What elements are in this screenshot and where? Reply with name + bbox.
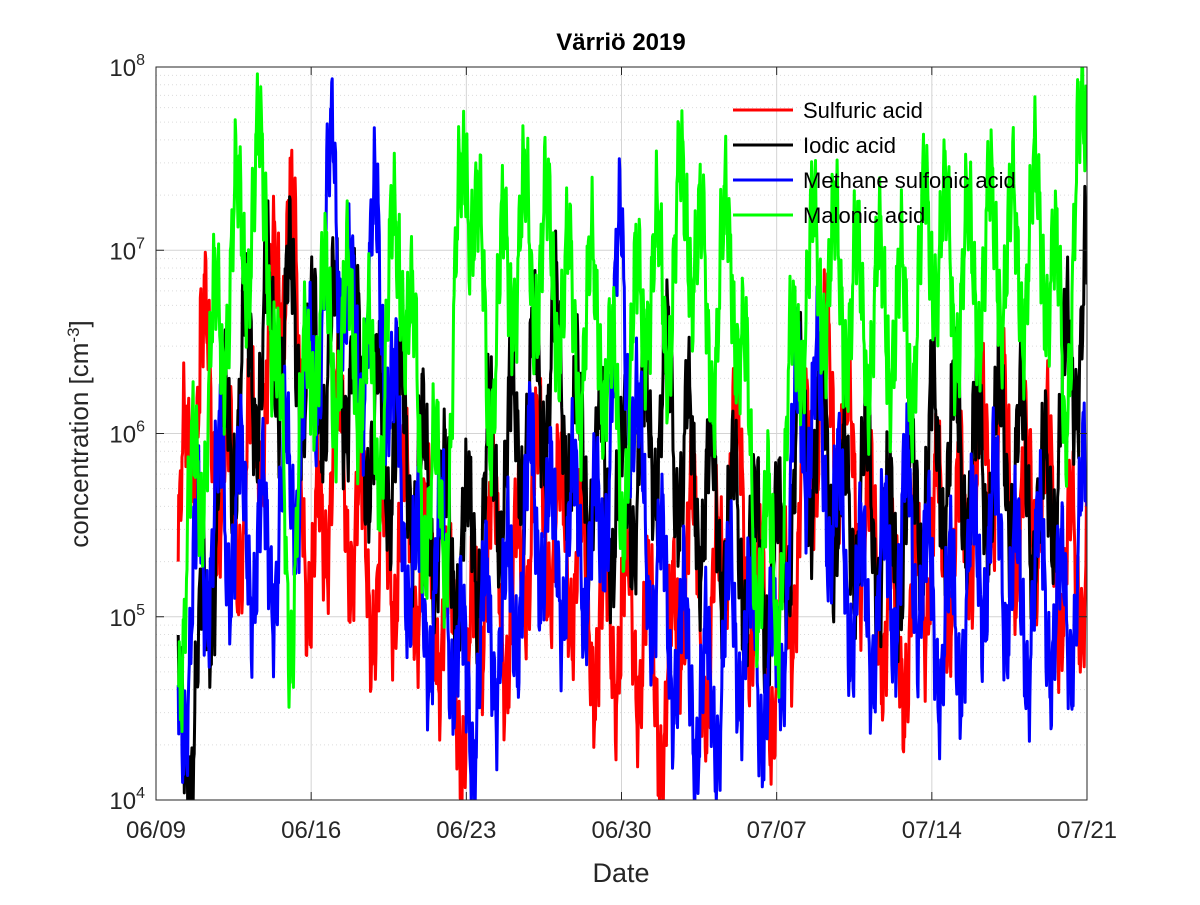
- legend: Sulfuric acid Iodic acid Methane sulfonic …: [733, 98, 1016, 228]
- y-tick-exponent: 5: [136, 602, 145, 619]
- x-tick-label: 06/16: [281, 817, 341, 844]
- x-tick-label: 07/07: [747, 817, 807, 844]
- series-line: [176, 77, 1087, 800]
- tick-marks: [155, 66, 1088, 801]
- x-tick-label: 06/09: [126, 817, 186, 844]
- y-axis-label-text: concentration [cm: [64, 343, 94, 548]
- x-tick-label: 07/14: [902, 817, 962, 844]
- y-tick-exponent: 4: [136, 785, 145, 802]
- x-axis-label: Date: [592, 858, 649, 888]
- x-tick-label: 06/23: [436, 817, 496, 844]
- y-tick-label: 104: [109, 785, 145, 815]
- y-tick-base: 10: [109, 55, 136, 82]
- y-tick-label: 106: [109, 419, 145, 449]
- y-tick-label: 105: [109, 602, 145, 632]
- y-tick-exponent: 7: [136, 235, 145, 252]
- y-axis-label-close: ]: [64, 320, 94, 327]
- y-axis-label-exponent: -3: [64, 327, 83, 342]
- y-tick-base: 10: [109, 788, 136, 815]
- series-layer: [176, 67, 1087, 800]
- legend-label: Sulfuric acid: [803, 98, 923, 123]
- y-tick-base: 10: [109, 422, 136, 449]
- x-tick-labels: 06/09 06/16 06/23 06/30 07/07 07/14 07/21: [126, 817, 1117, 844]
- y-tick-exponent: 8: [136, 52, 145, 69]
- y-tick-base: 10: [109, 238, 136, 265]
- x-tick-label: 07/21: [1057, 817, 1117, 844]
- y-axis-label: concentration [cm-3]: [64, 320, 95, 548]
- x-tick-label: 06/30: [591, 817, 651, 844]
- series-line: [177, 67, 1087, 733]
- legend-label: Malonic acid: [803, 203, 925, 228]
- legend-label: Iodic acid: [803, 133, 896, 158]
- y-tick-exponent: 6: [136, 419, 145, 436]
- chart-title: Värriö 2019: [556, 29, 685, 56]
- legend-label: Methane sulfonic acid: [803, 168, 1016, 193]
- y-tick-base: 10: [109, 605, 136, 632]
- y-tick-label: 108: [109, 52, 145, 82]
- y-tick-label: 107: [109, 235, 145, 265]
